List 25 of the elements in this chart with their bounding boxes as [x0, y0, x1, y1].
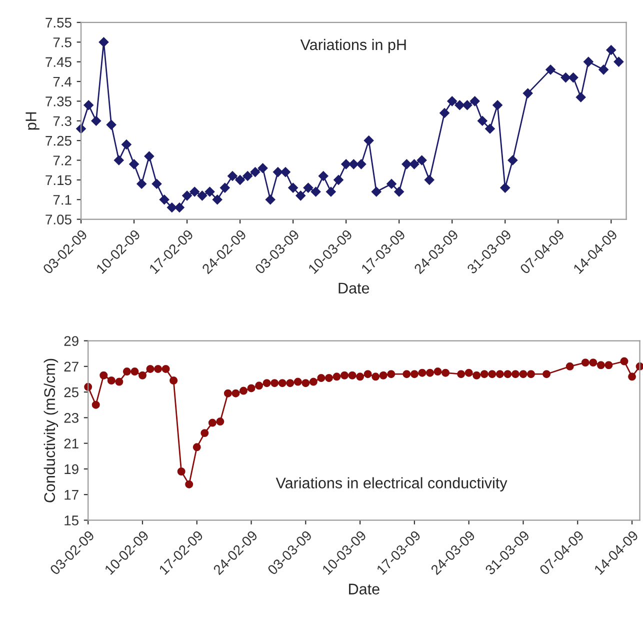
y-tick-label: 7.4	[53, 76, 72, 87]
y-tick-label: 7.05	[46, 214, 72, 224]
y-axis-title: pH	[26, 112, 40, 130]
y-tick-label: 21	[64, 438, 78, 448]
y-tick-label: 17	[64, 490, 78, 500]
y-tick-label: 7.2	[53, 156, 72, 166]
y-tick-label: 25	[64, 387, 78, 398]
y-tick-label: 7.55	[46, 18, 72, 28]
text: Variations in electrical conductivity	[276, 477, 508, 492]
y-tick-label: 7.3	[53, 116, 72, 126]
y-tick-label: 7.35	[46, 96, 72, 106]
text: Variations in pH	[300, 38, 406, 54]
y-axis-title: Conductivity (mS/cm)	[44, 358, 58, 502]
y-tick-label: 7.25	[46, 136, 72, 146]
y-tick-label: 19	[64, 464, 78, 474]
y-tick-label: 7.1	[53, 195, 72, 205]
x-axis-title: Date	[349, 584, 380, 594]
y-tick-label: 27	[64, 362, 78, 372]
y-tick-label: 15	[64, 516, 78, 526]
y-tick-label: 7.45	[46, 57, 72, 67]
y-tick-label: 29	[64, 336, 78, 346]
x-axis-title: Date	[338, 282, 370, 294]
y-tick-label: 7.15	[46, 175, 72, 186]
y-tick-label: 7.5	[53, 38, 72, 48]
y-tick-label: 23	[64, 413, 78, 423]
